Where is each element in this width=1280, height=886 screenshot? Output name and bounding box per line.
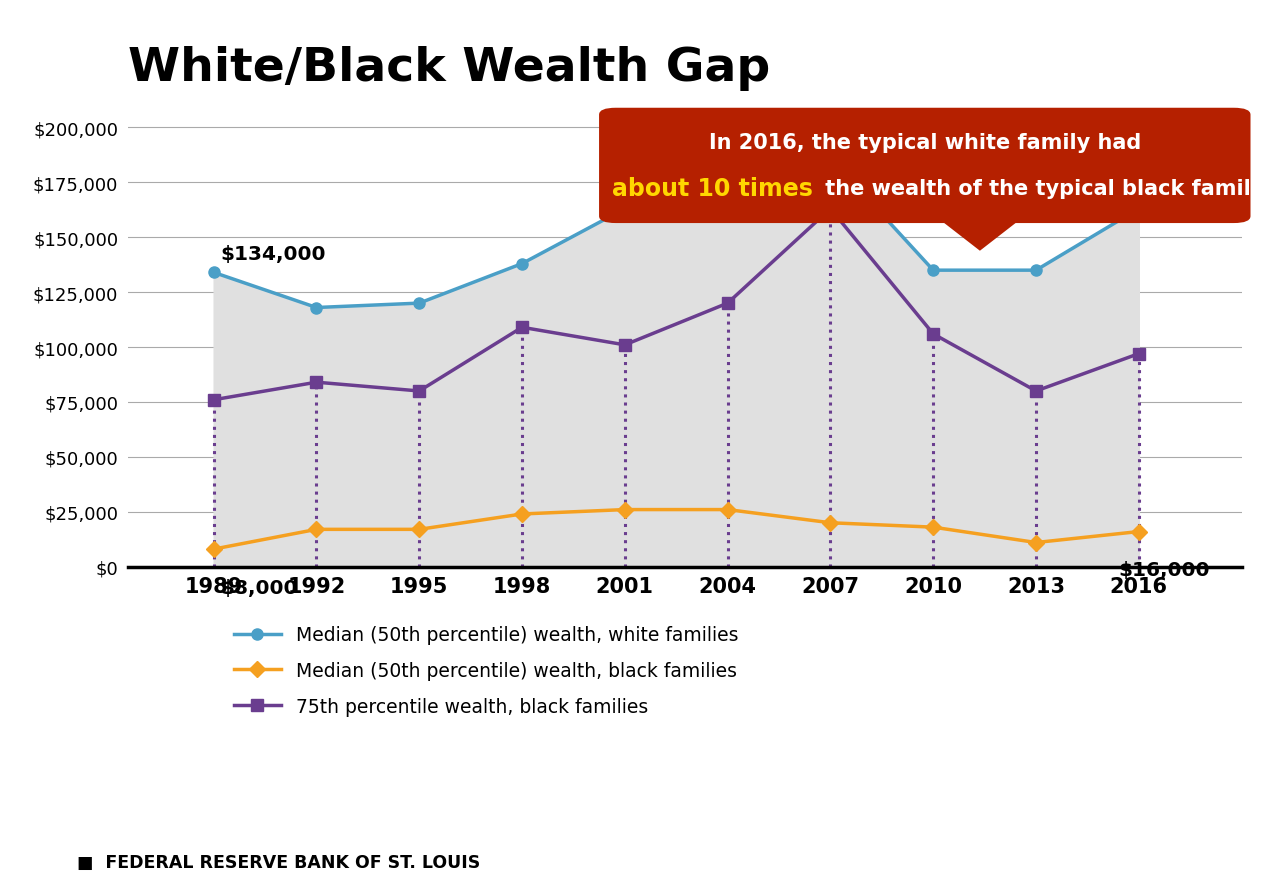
Text: $163,000: $163,000 [1142,182,1248,200]
Text: about 10 times: about 10 times [612,176,813,200]
Polygon shape [936,217,1024,252]
Text: $8,000: $8,000 [220,579,298,597]
FancyBboxPatch shape [599,109,1251,224]
Text: $134,000: $134,000 [220,245,326,264]
Text: $16,000: $16,000 [1119,561,1210,579]
Text: the wealth of the typical black family.: the wealth of the typical black family. [818,178,1271,198]
Text: White/Black Wealth Gap: White/Black Wealth Gap [128,46,771,91]
Text: In 2016, the typical white family had: In 2016, the typical white family had [709,133,1140,153]
Legend: Median (50th percentile) wealth, white families, Median (50th percentile) wealth: Median (50th percentile) wealth, white f… [227,618,746,724]
Text: ■  FEDERAL RESERVE BANK OF ST. LOUIS: ■ FEDERAL RESERVE BANK OF ST. LOUIS [77,852,480,871]
